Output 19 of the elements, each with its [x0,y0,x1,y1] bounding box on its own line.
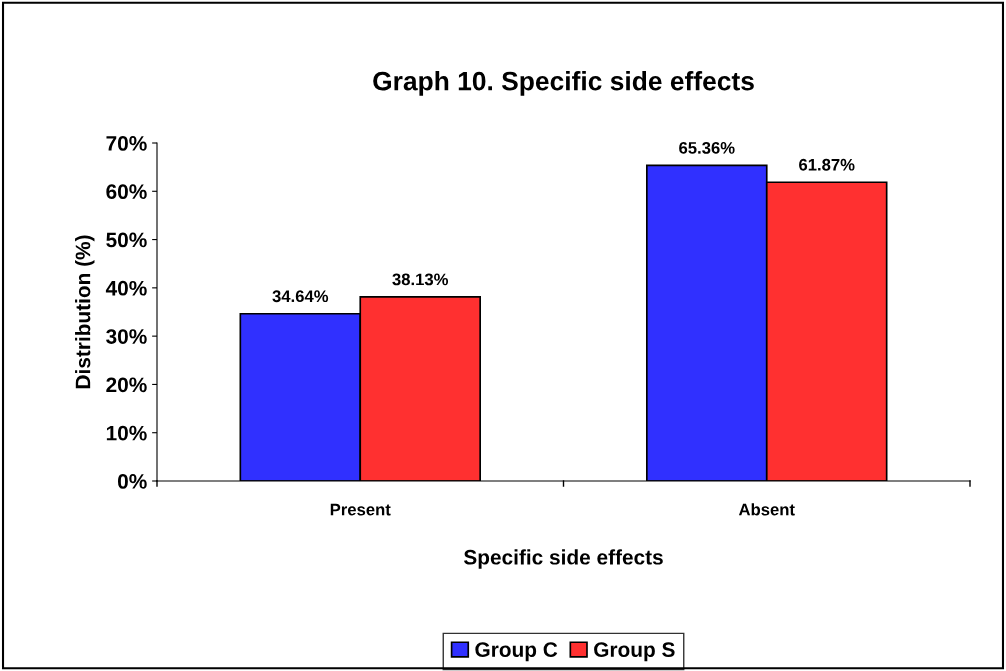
y-axis-title: Distribution (%) [75,235,95,389]
x-tick-label: Present [330,503,391,516]
data-label: 38.13% [392,273,449,286]
y-tick-label: 70% [106,136,147,151]
x-tick-label: Absent [738,503,795,516]
x-axis-title: Specific side effects [463,549,663,569]
y-tick-label: 60% [106,184,147,200]
y-tick-label: 0% [117,474,147,489]
y-tick-label: 30% [106,329,147,344]
y-tick-label: 40% [105,280,147,296]
y-tick-label: 20% [106,377,147,393]
legend-label: Group S [594,642,675,662]
data-label: 34.64% [272,290,329,303]
y-tick-label: 50% [106,232,147,248]
y-tick-label: 10% [106,425,147,441]
chart-title: Graph 10. Specific side effects [373,71,754,96]
data-label: 61.87% [799,158,855,171]
data-label: 65.36% [679,141,735,154]
legend-label: Group C [475,642,558,662]
